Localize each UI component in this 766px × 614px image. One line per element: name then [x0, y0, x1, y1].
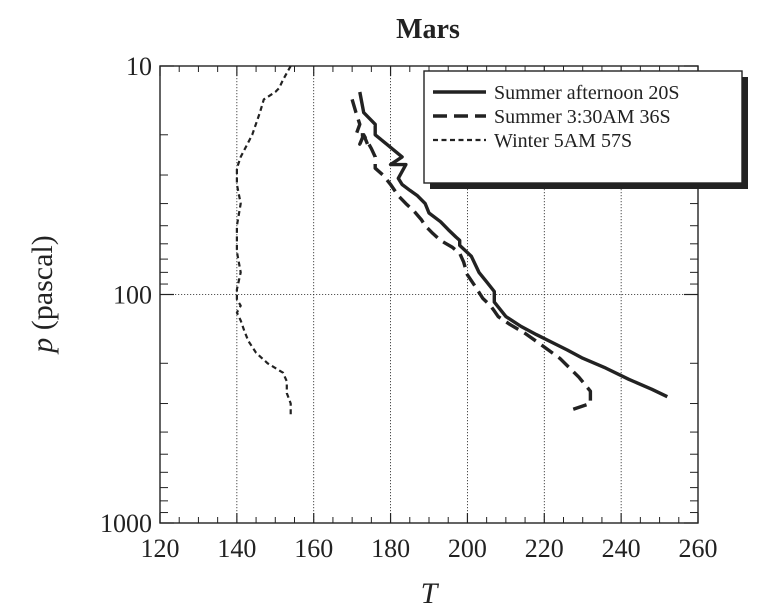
y-tick-label: 1000: [100, 509, 152, 538]
chart-title: Mars: [396, 14, 460, 45]
x-tick-label: 240: [602, 534, 641, 563]
x-tick-label: 180: [371, 534, 410, 563]
x-tick-label: 140: [217, 534, 256, 563]
x-tick-label: 260: [679, 534, 718, 563]
y-axis-label-symbol: p: [26, 338, 59, 355]
series-lines: [235, 65, 669, 416]
series-line-2: [350, 98, 593, 412]
x-axis-label: T: [421, 577, 440, 610]
legend-label-2: Summer 3:30AM 36S: [494, 106, 671, 128]
y-axis-label: p (pascal): [26, 235, 59, 354]
series-line-3: [235, 65, 292, 416]
tick-labels: 120 140 160 180 200 220 240 260 10 100 1000: [100, 52, 718, 563]
legend-label-1: Summer afternoon 20S: [494, 82, 680, 104]
y-axis-label-unit: (pascal): [26, 235, 59, 337]
x-tick-label: 160: [294, 534, 333, 563]
plot-frame: [159, 65, 699, 524]
y-tick-label: 100: [113, 281, 152, 310]
y-tick-label: 10: [126, 52, 152, 81]
series-line-1: [358, 91, 669, 399]
x-tick-label: 120: [141, 534, 180, 563]
x-tick-label: 200: [448, 534, 487, 563]
x-tick-label: 220: [525, 534, 564, 563]
legend-label-3: Winter 5AM 57S: [494, 130, 632, 152]
legend-box: [423, 70, 743, 184]
